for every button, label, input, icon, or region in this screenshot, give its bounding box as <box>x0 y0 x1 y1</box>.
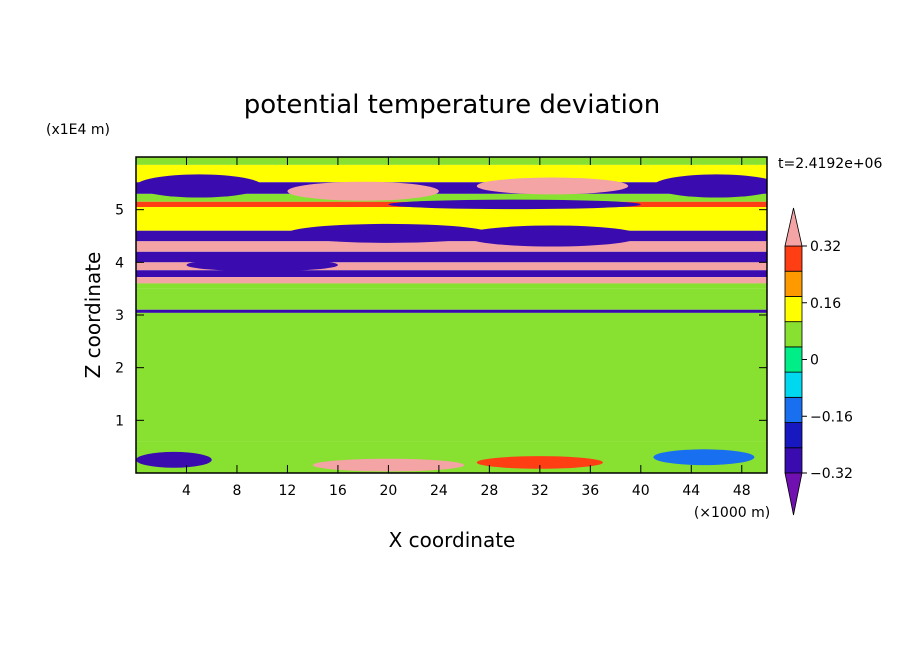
x-tick-label: 36 <box>581 483 599 499</box>
contour-blob <box>476 456 603 469</box>
x-tick-label: 40 <box>632 483 650 499</box>
contour-band <box>136 164 767 183</box>
contour-blob <box>287 181 439 201</box>
colorbar-tick-label: −0.32 <box>810 466 853 482</box>
contour-blob <box>136 451 212 468</box>
contour-band <box>136 193 767 202</box>
y-tick-label: 4 <box>115 255 124 271</box>
colorbar-segment <box>784 245 803 272</box>
contour-band <box>136 270 767 278</box>
colorbar-segment <box>784 447 803 474</box>
colorbar-segment <box>784 396 803 423</box>
contour-band <box>136 157 767 165</box>
x-axis-label: X coordinate <box>389 528 516 552</box>
colorbar-tick-label: 0.16 <box>810 296 841 312</box>
y-tick-label: 2 <box>115 361 124 377</box>
contour-band <box>136 241 767 252</box>
contour-band <box>136 277 767 284</box>
colorbar-tick-label: 0 <box>810 353 819 369</box>
y-tick-label: 1 <box>115 413 124 429</box>
contour-band <box>136 312 767 442</box>
colorbar-segment <box>784 296 803 323</box>
contour-blob <box>186 258 338 272</box>
x-tick-label: 20 <box>379 483 397 499</box>
contour-band <box>136 262 767 271</box>
contour-band <box>136 207 767 231</box>
contour-band <box>136 182 767 194</box>
x-tick-label: 16 <box>329 483 347 499</box>
x-unit-label: (×1000 m) <box>694 505 770 521</box>
plot-area <box>136 157 767 473</box>
x-tick-label: 28 <box>480 483 498 499</box>
contour-blob <box>388 199 641 210</box>
chart-title: potential temperature deviation <box>244 90 660 120</box>
x-tick-label: 24 <box>430 483 448 499</box>
colorbar: 0.32 0.16 0 −0.16 −0.32 <box>784 207 853 516</box>
contour-blob <box>476 177 629 195</box>
y-tick-label: 3 <box>115 308 124 324</box>
colorbar-segment <box>784 346 803 373</box>
colorbar-segment <box>784 321 803 348</box>
colorbar-max-arrow <box>784 207 803 247</box>
y-axis-label: Z coordinate <box>81 252 105 379</box>
colorbar-min-arrow <box>784 472 803 516</box>
y-tick-label: 5 <box>115 203 124 219</box>
colorbar-segment <box>784 371 803 398</box>
colorbar-segment <box>784 270 803 297</box>
x-tick-label: 8 <box>232 483 241 499</box>
contour-blob <box>136 174 263 198</box>
contour-blob <box>464 225 641 247</box>
colorbar-tick-label: 0.32 <box>810 239 841 255</box>
y-axis: 1 2 3 4 5 <box>115 203 767 429</box>
contour-band <box>136 251 767 263</box>
contour-blob <box>653 174 767 198</box>
x-tick-label: 12 <box>279 483 297 499</box>
contour-band <box>136 288 767 310</box>
x-tick-label: 32 <box>531 483 549 499</box>
y-unit-label: (x1E4 m) <box>46 122 110 138</box>
contour-band <box>136 309 767 313</box>
colorbar-segment <box>784 422 803 449</box>
x-tick-label: 4 <box>182 483 191 499</box>
contour-band <box>136 283 767 289</box>
x-tick-label: 48 <box>733 483 751 499</box>
x-axis: 4 8 12 16 20 24 28 32 36 40 44 48 <box>182 157 751 499</box>
x-tick-label: 44 <box>682 483 700 499</box>
colorbar-tick-label: −0.16 <box>810 409 853 425</box>
contour-blob <box>287 223 490 243</box>
time-label: t=2.4192e+06 <box>778 156 882 172</box>
contour-blob <box>653 449 755 466</box>
